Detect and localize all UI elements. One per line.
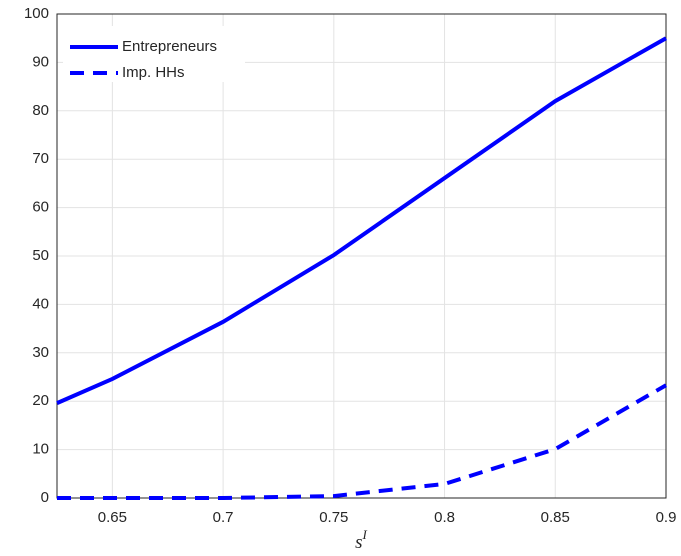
series-line [56, 36, 667, 405]
plot-frame [56, 13, 667, 499]
y-tick-label: 60 [32, 199, 49, 216]
y-tick-label: 30 [32, 344, 49, 361]
y-tick-label: 100 [24, 5, 49, 22]
x-label-base: s [355, 532, 362, 553]
y-tick-label: 20 [32, 392, 49, 409]
x-axis-label: sI [355, 527, 367, 553]
series-line [57, 383, 667, 500]
x-tick-label: 0.65 [98, 509, 127, 526]
x-tick-label: 0.85 [541, 509, 570, 526]
x-tick-label: 0.9 [656, 509, 677, 526]
x-tick-label: 0.8 [434, 509, 455, 526]
x-label-sup: I [362, 527, 368, 542]
y-tick-label: 40 [32, 295, 49, 312]
y-tick-label: 80 [32, 102, 49, 119]
y-tick-label: 70 [32, 150, 49, 167]
x-tick-label: 0.75 [319, 509, 348, 526]
legend-label: Imp. HHs [122, 64, 185, 81]
y-tick-label: 50 [32, 247, 49, 264]
y-tick-label: 0 [41, 489, 49, 506]
y-tick-label: 10 [32, 441, 49, 458]
x-tick-label: 0.7 [213, 509, 234, 526]
y-tick-label: 90 [32, 53, 49, 70]
legend-label: Entrepreneurs [122, 38, 217, 55]
